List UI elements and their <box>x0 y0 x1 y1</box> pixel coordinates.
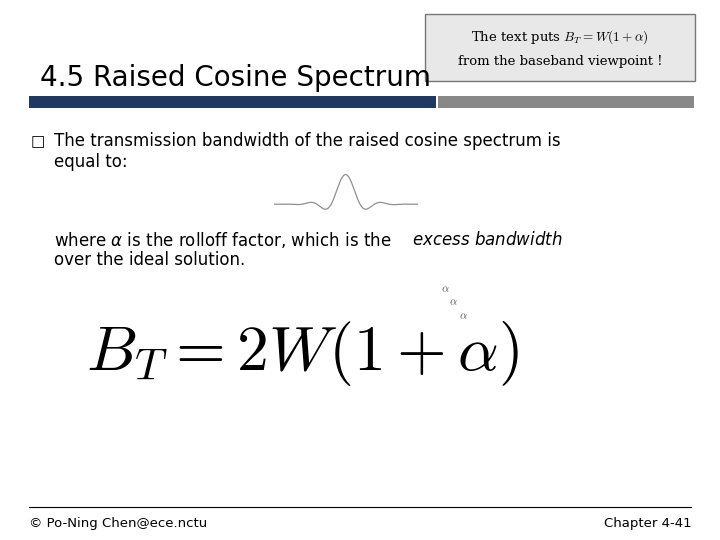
Text: Chapter 4-41: Chapter 4-41 <box>603 517 691 530</box>
Bar <box>438 96 694 108</box>
Text: $B_T = 2W(1+\alpha)$: $B_T = 2W(1+\alpha)$ <box>86 319 519 388</box>
Text: $\alpha$: $\alpha$ <box>441 284 449 294</box>
Text: The transmission bandwidth of the raised cosine spectrum is: The transmission bandwidth of the raised… <box>54 132 561 151</box>
Text: $\mathit{excess\ bandwidth}$: $\mathit{excess\ bandwidth}$ <box>412 231 562 249</box>
Text: where $\alpha$ is the rolloff factor, which is the: where $\alpha$ is the rolloff factor, wh… <box>54 230 392 251</box>
Text: The text puts $B_T = W(1+\alpha)$: The text puts $B_T = W(1+\alpha)$ <box>471 28 649 45</box>
FancyBboxPatch shape <box>425 14 695 81</box>
Text: $\alpha$: $\alpha$ <box>449 298 458 307</box>
Text: from the baseband viewpoint !: from the baseband viewpoint ! <box>457 55 662 68</box>
Text: $\alpha$: $\alpha$ <box>459 311 467 321</box>
Text: © Po-Ning Chen@ece.nctu: © Po-Ning Chen@ece.nctu <box>29 517 207 530</box>
Bar <box>29 96 436 108</box>
Text: 4.5 Raised Cosine Spectrum: 4.5 Raised Cosine Spectrum <box>40 64 431 92</box>
Text: over the ideal solution.: over the ideal solution. <box>54 251 246 269</box>
Text: equal to:: equal to: <box>54 153 127 171</box>
Text: □: □ <box>30 134 45 149</box>
